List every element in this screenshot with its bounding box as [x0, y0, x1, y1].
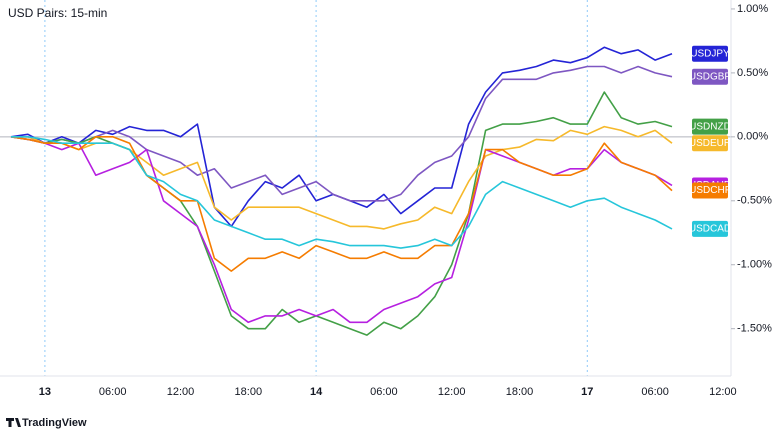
series-line — [10, 91, 673, 336]
x-tick-label: 17 — [581, 386, 593, 398]
series-tag — [692, 220, 728, 237]
series-tag-label: USDGBP — [689, 71, 732, 82]
series-tag-label: USDCHF — [689, 185, 731, 196]
x-tick-label: 12:00 — [167, 386, 195, 398]
series-tag — [692, 68, 728, 85]
x-tick-label: 12:00 — [709, 386, 737, 398]
y-tick-label: -1.50% — [737, 323, 772, 335]
x-tick-label: 06:00 — [641, 386, 669, 398]
series-tag — [692, 45, 728, 62]
plot-area — [0, 0, 731, 376]
y-tick-label: 0.00% — [737, 131, 768, 143]
x-tick-label: 06:00 — [370, 386, 398, 398]
x-tick-label: 18:00 — [235, 386, 263, 398]
y-tick-label: 0.50% — [737, 67, 768, 79]
x-tick-label: 18:00 — [506, 386, 534, 398]
series-line — [11, 136, 673, 249]
series-tag — [692, 182, 728, 199]
x-tick-label: 12:00 — [438, 386, 466, 398]
series-line — [10, 136, 673, 272]
x-tick-label: 06:00 — [99, 386, 127, 398]
brand: TradingView — [22, 417, 87, 429]
y-tick-label: -0.50% — [737, 195, 772, 207]
y-tick-label: 1.00% — [737, 3, 768, 15]
x-tick-label: 13 — [39, 386, 51, 398]
series-line — [10, 136, 673, 324]
brand-logo — [6, 418, 21, 427]
series-tag-label: USDEUR — [689, 138, 731, 149]
series-tag — [692, 135, 728, 152]
y-tick-label: -1.00% — [737, 259, 772, 271]
series-tag — [692, 118, 728, 135]
series-tag-label: USDNZD — [689, 121, 731, 132]
series-line — [11, 65, 673, 202]
x-tick-label: 14 — [310, 386, 323, 398]
chart-title: USD Pairs: 15-min — [8, 6, 107, 20]
series-tag-label: USDJPY — [690, 48, 730, 59]
series-tag-label: USDCAD — [689, 224, 731, 235]
